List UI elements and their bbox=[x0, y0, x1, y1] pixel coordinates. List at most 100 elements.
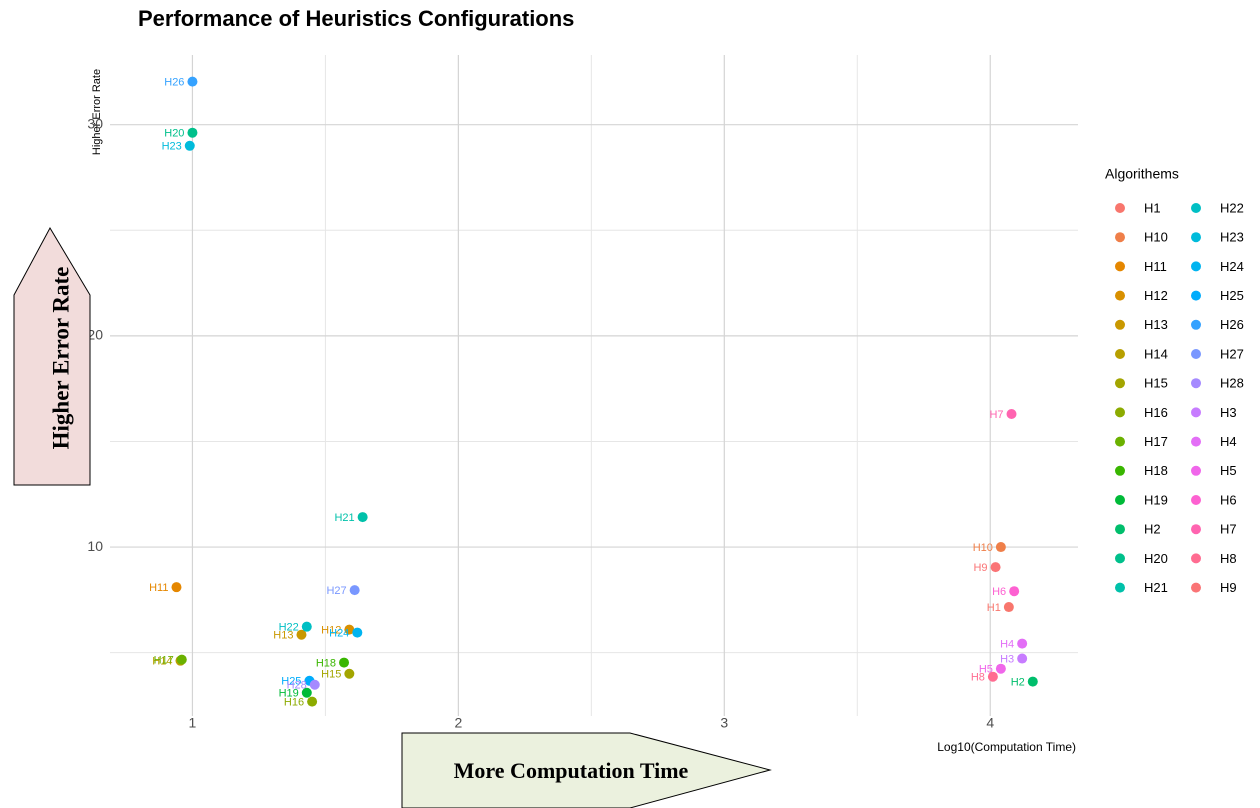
point bbox=[1017, 638, 1028, 649]
arrow-label: Higher Error Rate bbox=[48, 267, 73, 450]
legend-swatch bbox=[1191, 261, 1201, 272]
point-label: H17 bbox=[154, 655, 174, 667]
y-tick-label: 20 bbox=[87, 327, 103, 343]
y-axis-title: Higher Error Rate bbox=[91, 69, 103, 155]
point-label: H4 bbox=[1000, 638, 1014, 650]
legend-swatch bbox=[1115, 407, 1125, 418]
point bbox=[1027, 676, 1038, 687]
point-label: H26 bbox=[164, 77, 184, 89]
point-label: H27 bbox=[326, 585, 346, 597]
up-arrow bbox=[13, 226, 91, 486]
point bbox=[187, 76, 198, 87]
legend-label: H10 bbox=[1144, 230, 1168, 245]
point-label: H18 bbox=[316, 657, 336, 669]
legend-label: H1 bbox=[1144, 200, 1161, 215]
point bbox=[307, 696, 318, 707]
point bbox=[352, 627, 363, 638]
point-label: H24 bbox=[329, 627, 349, 639]
point-label: H15 bbox=[321, 669, 341, 681]
point bbox=[987, 671, 998, 682]
legend-label: H7 bbox=[1220, 522, 1237, 537]
x-tick-label: 3 bbox=[720, 715, 728, 731]
y-tick-label: 10 bbox=[87, 538, 103, 554]
point bbox=[309, 679, 320, 690]
point-label: H1 bbox=[987, 602, 1001, 614]
legend-label: H5 bbox=[1220, 463, 1237, 478]
point-label: H2 bbox=[1011, 676, 1025, 688]
legend-label: H20 bbox=[1144, 551, 1168, 566]
legend-label: H15 bbox=[1144, 376, 1168, 391]
point-label: H25 bbox=[281, 676, 301, 688]
legend-swatch bbox=[1191, 203, 1201, 213]
legend-label: H4 bbox=[1220, 434, 1237, 449]
legend-swatch bbox=[1115, 290, 1125, 301]
point bbox=[1003, 602, 1014, 613]
point bbox=[349, 585, 360, 596]
point bbox=[995, 542, 1006, 553]
point-label: H6 bbox=[992, 586, 1006, 598]
point-label: H22 bbox=[279, 622, 299, 634]
legend-swatch bbox=[1115, 436, 1125, 447]
legend-swatch bbox=[1115, 465, 1125, 476]
legend-swatch bbox=[1115, 319, 1125, 330]
legend-swatch bbox=[1191, 553, 1201, 564]
legend-label: H19 bbox=[1144, 492, 1168, 507]
legend-swatch bbox=[1191, 290, 1201, 301]
point-label: H10 bbox=[973, 542, 993, 554]
point-label: H7 bbox=[989, 409, 1003, 421]
legend-label: H16 bbox=[1144, 405, 1168, 420]
right-arrow bbox=[401, 732, 772, 808]
point-label: H5 bbox=[979, 664, 993, 676]
point bbox=[995, 663, 1006, 674]
point-label: H3 bbox=[1000, 653, 1014, 665]
legend-swatch bbox=[1115, 524, 1125, 535]
point-label: H13 bbox=[273, 630, 293, 642]
point bbox=[357, 512, 368, 523]
legend-swatch bbox=[1191, 319, 1201, 330]
point bbox=[1006, 409, 1017, 420]
legend-swatch bbox=[1115, 349, 1125, 359]
legend-swatch bbox=[1191, 582, 1201, 593]
point bbox=[184, 140, 195, 151]
point bbox=[1017, 653, 1028, 664]
chart-title: Performance of Heuristics Configurations bbox=[138, 6, 574, 31]
legend-label: H17 bbox=[1144, 434, 1168, 449]
legend-label: H18 bbox=[1144, 463, 1168, 478]
point bbox=[344, 624, 355, 635]
legend-label: H3 bbox=[1220, 405, 1237, 420]
point-label: H14 bbox=[152, 656, 172, 668]
legend-label: H11 bbox=[1144, 259, 1167, 274]
legend-label: H24 bbox=[1220, 259, 1244, 274]
point-label: H19 bbox=[279, 688, 299, 700]
legend-swatch bbox=[1191, 378, 1201, 389]
legend-swatch bbox=[1191, 436, 1201, 447]
legend-label: H22 bbox=[1220, 200, 1244, 215]
legend-swatch bbox=[1115, 553, 1125, 564]
legend-swatch bbox=[1115, 203, 1125, 213]
plot-area: 10 20 30 1 2 3 4 H1 H10 H11 H12 H13 H14 H15 H16 H17 H18 H… bbox=[87, 55, 1078, 731]
y-tick-label: 30 bbox=[87, 115, 103, 131]
point-label: H11 bbox=[149, 582, 168, 594]
point bbox=[344, 668, 355, 679]
legend-swatch bbox=[1115, 261, 1125, 272]
point-label: H8 bbox=[971, 672, 985, 684]
legend-label: H9 bbox=[1220, 580, 1237, 595]
legend-swatch bbox=[1191, 349, 1201, 359]
point bbox=[296, 629, 307, 640]
legend-label: H21 bbox=[1144, 580, 1168, 595]
legend-label: H23 bbox=[1220, 230, 1244, 245]
point bbox=[1009, 586, 1020, 597]
legend-label: H28 bbox=[1220, 376, 1244, 391]
legend-swatch bbox=[1115, 232, 1125, 243]
arrow-label: More Computation Time bbox=[454, 758, 689, 783]
x-tick-label: 2 bbox=[454, 715, 462, 731]
legend-label: H8 bbox=[1220, 551, 1237, 566]
point bbox=[171, 582, 182, 593]
legend-label: H12 bbox=[1144, 288, 1168, 303]
legend-label: H26 bbox=[1220, 317, 1244, 332]
legend-swatch bbox=[1191, 407, 1201, 418]
legend-title: Algorithems bbox=[1105, 166, 1179, 182]
point bbox=[187, 127, 198, 138]
x-tick-label: 1 bbox=[189, 715, 197, 731]
